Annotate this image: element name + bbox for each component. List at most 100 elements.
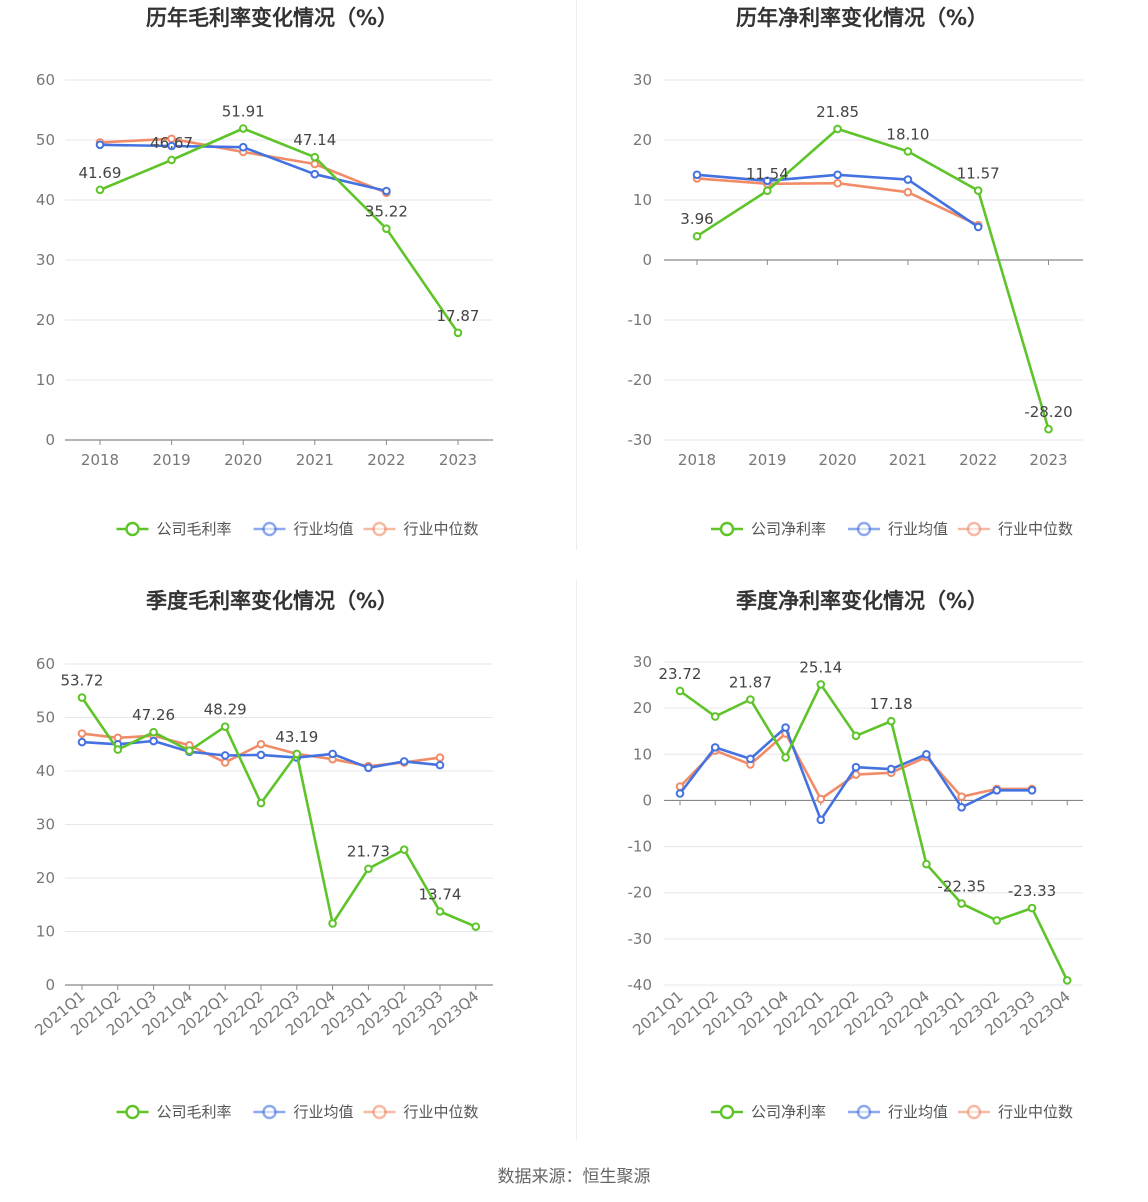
x-tick-label: 2020 xyxy=(224,451,262,469)
data-point xyxy=(903,147,913,156)
legend-label: 行业中位数 xyxy=(404,520,479,538)
y-tick-label: 10 xyxy=(36,371,55,389)
chart-title: 历年毛利率变化情况（%） xyxy=(146,6,398,30)
data-point xyxy=(399,845,409,854)
data-point xyxy=(833,170,842,180)
data-point xyxy=(310,169,320,179)
data-point xyxy=(1027,903,1037,913)
data-point xyxy=(364,763,373,773)
data-label: 3.96 xyxy=(680,210,713,228)
panel-divider xyxy=(576,580,577,1140)
data-point xyxy=(185,746,194,755)
data-point xyxy=(328,749,337,759)
data-label: 21.85 xyxy=(816,103,859,121)
data-label: 25.14 xyxy=(799,658,842,676)
x-tick-label: 2018 xyxy=(678,451,716,469)
annual-net-margin-chart: 历年净利率变化情况（%） -30 -20 -10 0 10 20 30 2018 2019 2020… xyxy=(628,6,1083,538)
legend-marker xyxy=(856,521,872,537)
x-tick-label: 2022 xyxy=(367,451,405,469)
data-point xyxy=(399,757,409,766)
data-point xyxy=(77,729,87,738)
y-tick-label: 60 xyxy=(36,71,55,89)
data-point xyxy=(1027,785,1037,795)
legend-label: 公司毛利率 xyxy=(157,520,232,538)
panel-divider xyxy=(576,0,577,550)
data-point xyxy=(471,922,481,931)
data-point xyxy=(167,141,176,151)
data-point xyxy=(675,686,685,696)
x-tick-label: 2019 xyxy=(153,451,191,469)
data-point xyxy=(710,712,720,721)
legend-marker xyxy=(125,521,140,537)
legend-label: 公司毛利率 xyxy=(157,1103,232,1121)
y-tick-label: -10 xyxy=(628,311,653,329)
legend-marker xyxy=(372,521,387,537)
legend-marker xyxy=(856,1104,872,1120)
x-tick-label: 2021 xyxy=(296,451,334,469)
data-label: 53.72 xyxy=(61,672,104,690)
data-point xyxy=(992,916,1002,925)
data-label: 17.18 xyxy=(870,695,913,713)
data-point xyxy=(833,124,842,134)
data-point xyxy=(435,907,445,916)
data-point xyxy=(453,328,463,338)
series-line xyxy=(679,683,1069,981)
data-point xyxy=(957,792,966,802)
data-point xyxy=(763,176,772,186)
data-source-note: 数据来源：恒生聚源 xyxy=(497,1167,651,1187)
y-tick-label: 10 xyxy=(633,191,652,209)
data-point xyxy=(256,750,266,760)
series-line xyxy=(696,127,1050,430)
data-label: 46.67 xyxy=(150,134,193,152)
data-point xyxy=(957,899,966,908)
data-point xyxy=(77,693,87,702)
legend-marker xyxy=(125,1104,140,1120)
x-tick-label: 2022 xyxy=(959,451,997,469)
data-point xyxy=(256,739,266,749)
data-point xyxy=(292,749,302,759)
data-point xyxy=(746,754,755,764)
y-tick-label: -30 xyxy=(628,930,653,948)
legend-marker xyxy=(262,1104,277,1120)
legend-marker xyxy=(262,521,277,537)
data-point xyxy=(973,186,983,195)
quarterly-net-margin-chart: 季度净利率变化情况（%）-40-30-20-1001020302021Q1202… xyxy=(628,589,1083,1121)
data-point xyxy=(328,919,337,928)
data-label: -28.20 xyxy=(1024,403,1072,421)
data-point xyxy=(781,723,790,732)
data-point xyxy=(220,722,230,731)
data-point xyxy=(922,859,931,869)
data-label: 21.87 xyxy=(729,674,772,692)
x-tick-label: 2023 xyxy=(439,451,477,469)
data-point xyxy=(903,175,913,184)
y-tick-label: 0 xyxy=(642,791,652,809)
y-tick-label: -20 xyxy=(628,884,653,902)
legend-label: 公司净利率 xyxy=(751,520,826,538)
legend-label: 行业中位数 xyxy=(404,1103,479,1121)
data-point xyxy=(77,737,87,747)
data-point xyxy=(922,749,931,759)
chart-title: 季度净利率变化情况（%） xyxy=(736,589,988,613)
x-tick-label: 2021 xyxy=(889,451,927,469)
y-tick-label: 30 xyxy=(36,816,55,834)
data-point xyxy=(746,695,755,704)
data-label: 43.19 xyxy=(275,728,318,746)
data-label: 51.91 xyxy=(222,103,265,121)
data-point xyxy=(149,736,158,746)
data-label: 18.10 xyxy=(886,125,929,143)
data-point xyxy=(833,178,842,188)
data-point xyxy=(781,753,790,762)
chart-title: 历年净利率变化情况（%） xyxy=(736,6,988,30)
data-point xyxy=(256,798,266,808)
y-tick-label: 10 xyxy=(36,923,55,941)
y-tick-label: -40 xyxy=(628,976,653,994)
series-line xyxy=(80,696,477,928)
data-label: 13.74 xyxy=(419,885,462,903)
y-tick-label: 20 xyxy=(36,869,55,887)
data-label: 23.72 xyxy=(659,665,702,683)
y-tick-label: 20 xyxy=(36,311,55,329)
data-point xyxy=(1044,424,1053,434)
annual-gross-margin-chart: 历年毛利率变化情况（%） 0 10 20 30 40 50 60 2018 2019 2020 202… xyxy=(36,6,493,538)
data-point xyxy=(238,142,248,152)
data-point xyxy=(238,124,248,133)
